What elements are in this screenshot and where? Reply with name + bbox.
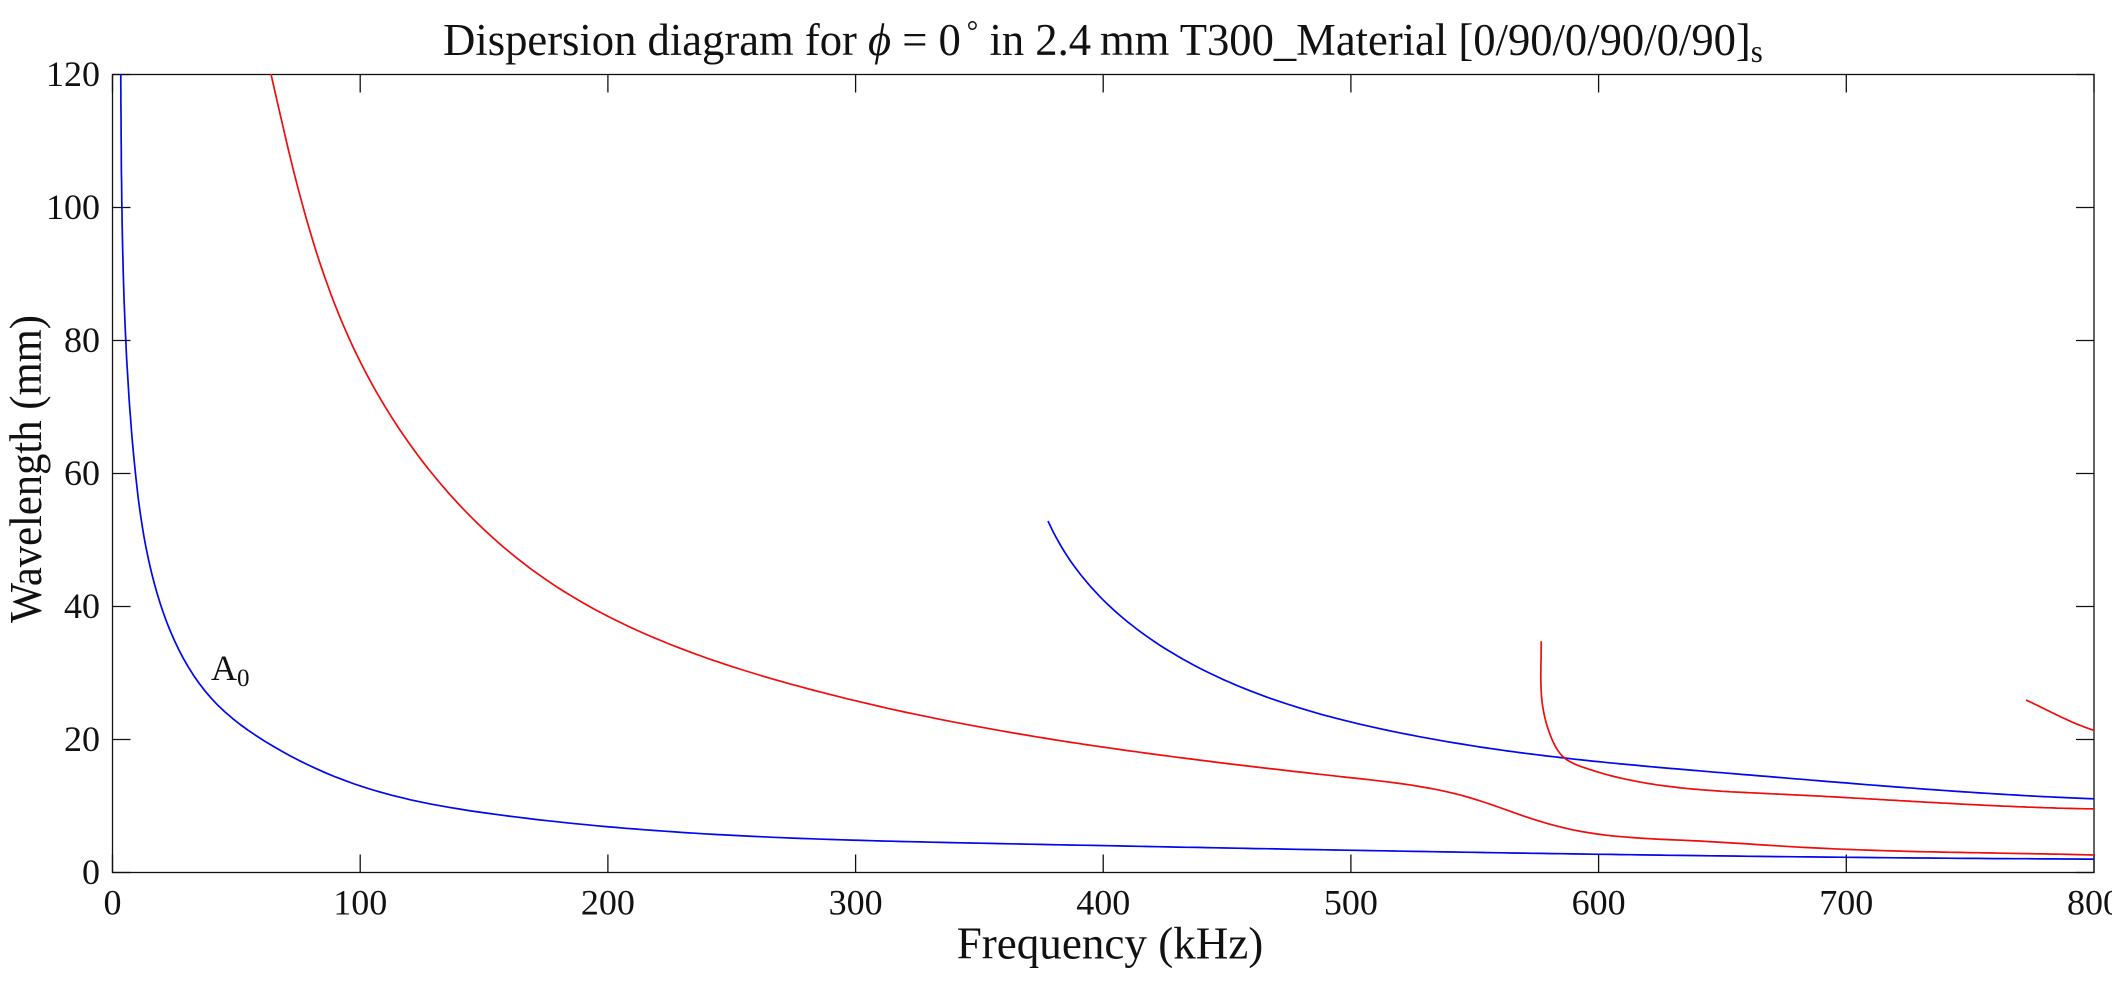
svg-text:40: 40: [64, 586, 100, 626]
svg-text:20: 20: [64, 719, 100, 759]
svg-text:Dispersion diagram for ϕ = 0 °: Dispersion diagram for ϕ = 0 ° in 2.4 mm…: [443, 14, 1763, 69]
svg-text:0: 0: [104, 883, 122, 923]
svg-text:60: 60: [64, 453, 100, 493]
svg-text:100: 100: [333, 883, 387, 923]
svg-text:100: 100: [46, 187, 100, 227]
svg-text:120: 120: [46, 54, 100, 94]
svg-text:200: 200: [581, 883, 635, 923]
svg-text:400: 400: [1076, 883, 1130, 923]
svg-text:Frequency (kHz): Frequency (kHz): [957, 917, 1264, 969]
svg-text:0: 0: [82, 852, 100, 892]
svg-text:300: 300: [829, 883, 883, 923]
svg-text:700: 700: [1819, 883, 1873, 923]
svg-text:80: 80: [64, 320, 100, 360]
svg-text:Wavelength (mm): Wavelength (mm): [0, 315, 51, 623]
svg-text:600: 600: [1572, 883, 1626, 923]
svg-text:500: 500: [1324, 883, 1378, 923]
svg-text:800: 800: [2067, 883, 2112, 923]
